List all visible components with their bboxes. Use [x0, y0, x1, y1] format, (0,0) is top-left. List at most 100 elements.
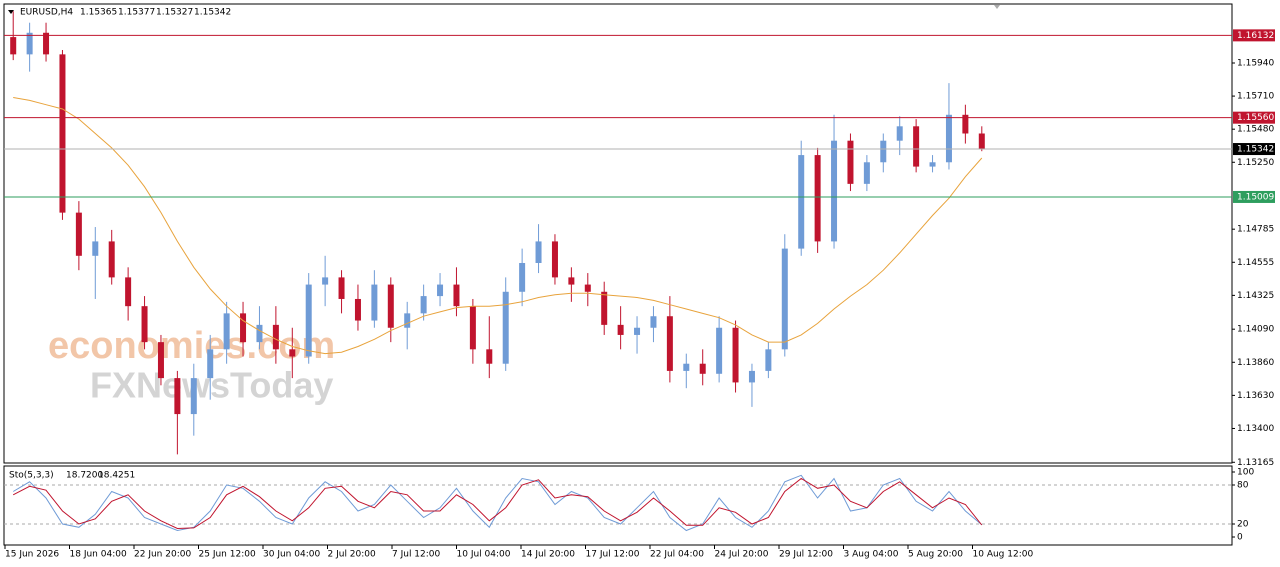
- candle-body: [420, 296, 427, 314]
- y-tick-label: 1.15710: [1237, 92, 1274, 102]
- watermark-economies: economies.com: [48, 325, 335, 367]
- price-tag: [1233, 143, 1275, 156]
- candle-body: [683, 363, 690, 371]
- quote-low: 1.15327: [156, 8, 193, 18]
- candle-body: [453, 284, 460, 307]
- candle-body: [732, 327, 739, 383]
- candle-body: [59, 54, 66, 213]
- candle-body: [716, 327, 723, 374]
- candle-body: [929, 162, 936, 167]
- candle-body: [568, 277, 575, 285]
- indicator-tick-label: 20: [1237, 520, 1249, 530]
- candle-body: [519, 262, 526, 292]
- candle-body: [880, 140, 887, 163]
- candle-body: [831, 140, 838, 242]
- indicator-frame: [3, 465, 1233, 546]
- candle-body: [338, 277, 345, 299]
- candle-body: [551, 241, 558, 278]
- price-tag: [1233, 29, 1275, 42]
- x-tick-label: 3 Aug 04:00: [844, 550, 899, 560]
- indicator-tick-label: 80: [1237, 481, 1249, 491]
- candle-body: [617, 324, 624, 335]
- candle-body: [141, 306, 148, 343]
- x-tick-label: 22 Jun 20:00: [134, 550, 191, 560]
- candle-body: [26, 32, 33, 55]
- indicator-main: 18.7200: [66, 471, 103, 481]
- y-tick-label: 1.13860: [1237, 358, 1274, 368]
- candle-body: [174, 378, 181, 415]
- candle-body: [781, 248, 788, 350]
- candle-body: [945, 114, 952, 163]
- candle-body: [748, 370, 755, 383]
- candle-body: [502, 291, 509, 364]
- indicator-tick-label: 100: [1237, 468, 1254, 478]
- candle-body: [913, 126, 920, 167]
- candle-body: [207, 349, 214, 379]
- symbol: EURUSD,H4: [20, 8, 73, 18]
- stochastic-line: [12, 477, 983, 530]
- price-tag-label: 1.15009: [1237, 192, 1274, 202]
- candle-body: [962, 114, 969, 134]
- candle-body: [125, 277, 132, 307]
- candle-body: [437, 284, 444, 297]
- y-tick-label: 1.14785: [1237, 225, 1274, 235]
- indicator-signal: 18.4251: [98, 471, 135, 481]
- y-tick-label: 1.14090: [1237, 325, 1274, 335]
- x-tick-label: 18 Jun 04:00: [70, 550, 127, 560]
- x-tick-label: 29 Jul 12:00: [779, 550, 833, 560]
- candle-body: [584, 284, 591, 292]
- y-tick-label: 1.13630: [1237, 391, 1274, 401]
- candle-body: [666, 316, 673, 371]
- price-tag-label: 1.15560: [1237, 113, 1274, 123]
- candle-body: [43, 32, 50, 55]
- x-tick-label: 7 Jul 12:00: [392, 550, 441, 560]
- candle-body: [847, 140, 854, 184]
- candle-body: [699, 363, 706, 374]
- x-tick-label: 22 Jul 04:00: [650, 550, 704, 560]
- candle-body: [108, 241, 115, 278]
- candle-body: [92, 241, 99, 256]
- indicator-tick-label: 0: [1237, 533, 1243, 543]
- candle-body: [535, 241, 542, 263]
- candle-body: [256, 324, 263, 343]
- x-tick-label: 5 Aug 20:00: [908, 550, 963, 560]
- candle-body: [75, 212, 82, 256]
- shift-marker: [994, 5, 1000, 9]
- stochastic-line: [12, 474, 983, 532]
- x-tick-label: 10 Aug 12:00: [973, 550, 1034, 560]
- candle-body: [10, 37, 17, 55]
- candle-body: [371, 284, 378, 321]
- menu-arrow: [8, 10, 14, 14]
- candle-body: [814, 155, 821, 242]
- candle-body: [157, 342, 164, 379]
- x-tick-label: 30 Jun 04:00: [263, 550, 320, 560]
- candle-body: [978, 133, 985, 150]
- x-tick-label: 10 Jul 04:00: [457, 550, 511, 560]
- price-tag: [1233, 190, 1275, 203]
- x-tick-label: 25 Jun 12:00: [199, 550, 256, 560]
- x-tick-label: 14 Jul 20:00: [521, 550, 575, 560]
- x-tick-label: 24 Jul 20:00: [715, 550, 769, 560]
- price-tag-label: 1.15342: [1237, 145, 1274, 155]
- candle-body: [223, 313, 230, 350]
- x-tick-label: 15 Jun 2026: [5, 550, 59, 560]
- y-tick-label: 1.14325: [1237, 291, 1274, 301]
- y-tick-label: 1.15480: [1237, 125, 1274, 135]
- candle-body: [305, 284, 312, 357]
- x-tick-label: 17 Jul 12:00: [586, 550, 640, 560]
- x-tick-label: 2 Jul 20:00: [328, 550, 377, 560]
- y-tick-label: 1.13165: [1237, 458, 1274, 468]
- y-tick-label: 1.13400: [1237, 424, 1274, 434]
- price-tag-label: 1.16132: [1237, 31, 1274, 41]
- y-tick-label: 1.15940: [1237, 58, 1274, 68]
- candle-body: [486, 349, 493, 364]
- indicator-name: Sto(5,3,3): [9, 471, 54, 481]
- candle-body: [272, 324, 279, 350]
- candle-body: [863, 162, 870, 184]
- candle-body: [896, 126, 903, 141]
- candle-body: [798, 155, 805, 249]
- y-tick-label: 1.14555: [1237, 258, 1274, 268]
- y-tick-label: 1.15250: [1237, 158, 1274, 168]
- moving-average: [13, 97, 983, 355]
